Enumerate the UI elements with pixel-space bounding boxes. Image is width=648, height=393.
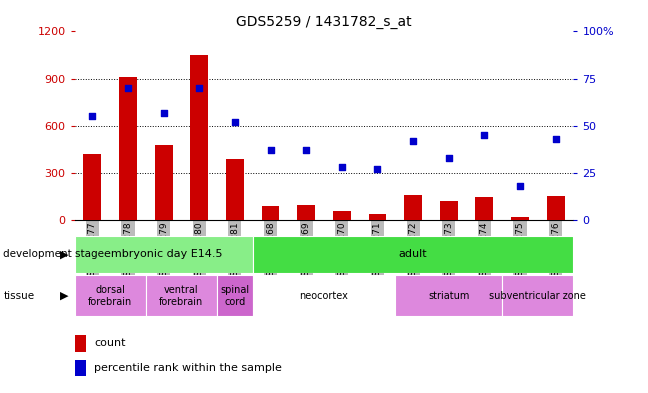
Bar bbox=[191, 55, 208, 220]
Bar bbox=[75, 275, 146, 316]
Point bbox=[158, 109, 168, 116]
Bar bbox=[84, 154, 101, 220]
Point bbox=[337, 164, 347, 171]
Text: count: count bbox=[94, 338, 126, 349]
Bar bbox=[75, 236, 253, 273]
Bar bbox=[146, 275, 217, 316]
Point bbox=[194, 85, 205, 91]
Bar bbox=[547, 196, 564, 220]
Bar bbox=[226, 159, 244, 220]
Text: development stage: development stage bbox=[3, 250, 104, 259]
Bar bbox=[75, 360, 86, 376]
Text: striatum: striatum bbox=[428, 291, 469, 301]
Bar bbox=[440, 201, 457, 220]
Point bbox=[87, 113, 97, 119]
Point bbox=[443, 155, 454, 161]
Bar bbox=[297, 205, 315, 220]
Text: neocortex: neocortex bbox=[299, 291, 349, 301]
Text: ventral
forebrain: ventral forebrain bbox=[159, 285, 203, 307]
Bar bbox=[333, 211, 351, 220]
Bar bbox=[369, 214, 386, 220]
Bar bbox=[217, 275, 253, 316]
Bar bbox=[404, 195, 422, 220]
Title: GDS5259 / 1431782_s_at: GDS5259 / 1431782_s_at bbox=[236, 15, 412, 29]
Text: tissue: tissue bbox=[3, 291, 34, 301]
Bar bbox=[253, 236, 573, 273]
Point bbox=[372, 166, 382, 172]
Bar bbox=[476, 196, 493, 220]
Point bbox=[265, 147, 275, 153]
Point bbox=[515, 183, 525, 189]
Bar bbox=[502, 275, 573, 316]
Bar bbox=[119, 77, 137, 220]
Text: spinal
cord: spinal cord bbox=[220, 285, 249, 307]
Bar bbox=[155, 145, 172, 220]
Text: adult: adult bbox=[399, 250, 428, 259]
Text: subventricular zone: subventricular zone bbox=[489, 291, 586, 301]
Point bbox=[229, 119, 240, 125]
Text: dorsal
forebrain: dorsal forebrain bbox=[88, 285, 132, 307]
Bar bbox=[253, 275, 395, 316]
Point bbox=[479, 132, 490, 138]
Text: ▶: ▶ bbox=[60, 250, 68, 259]
Bar bbox=[395, 275, 502, 316]
Bar bbox=[262, 206, 279, 220]
Point bbox=[408, 138, 419, 144]
Bar bbox=[511, 217, 529, 220]
Text: ▶: ▶ bbox=[60, 291, 68, 301]
Point bbox=[301, 147, 311, 153]
Text: percentile rank within the sample: percentile rank within the sample bbox=[94, 363, 282, 373]
Text: embryonic day E14.5: embryonic day E14.5 bbox=[104, 250, 223, 259]
Point bbox=[550, 136, 561, 142]
Point bbox=[123, 85, 133, 91]
Bar bbox=[75, 335, 86, 352]
